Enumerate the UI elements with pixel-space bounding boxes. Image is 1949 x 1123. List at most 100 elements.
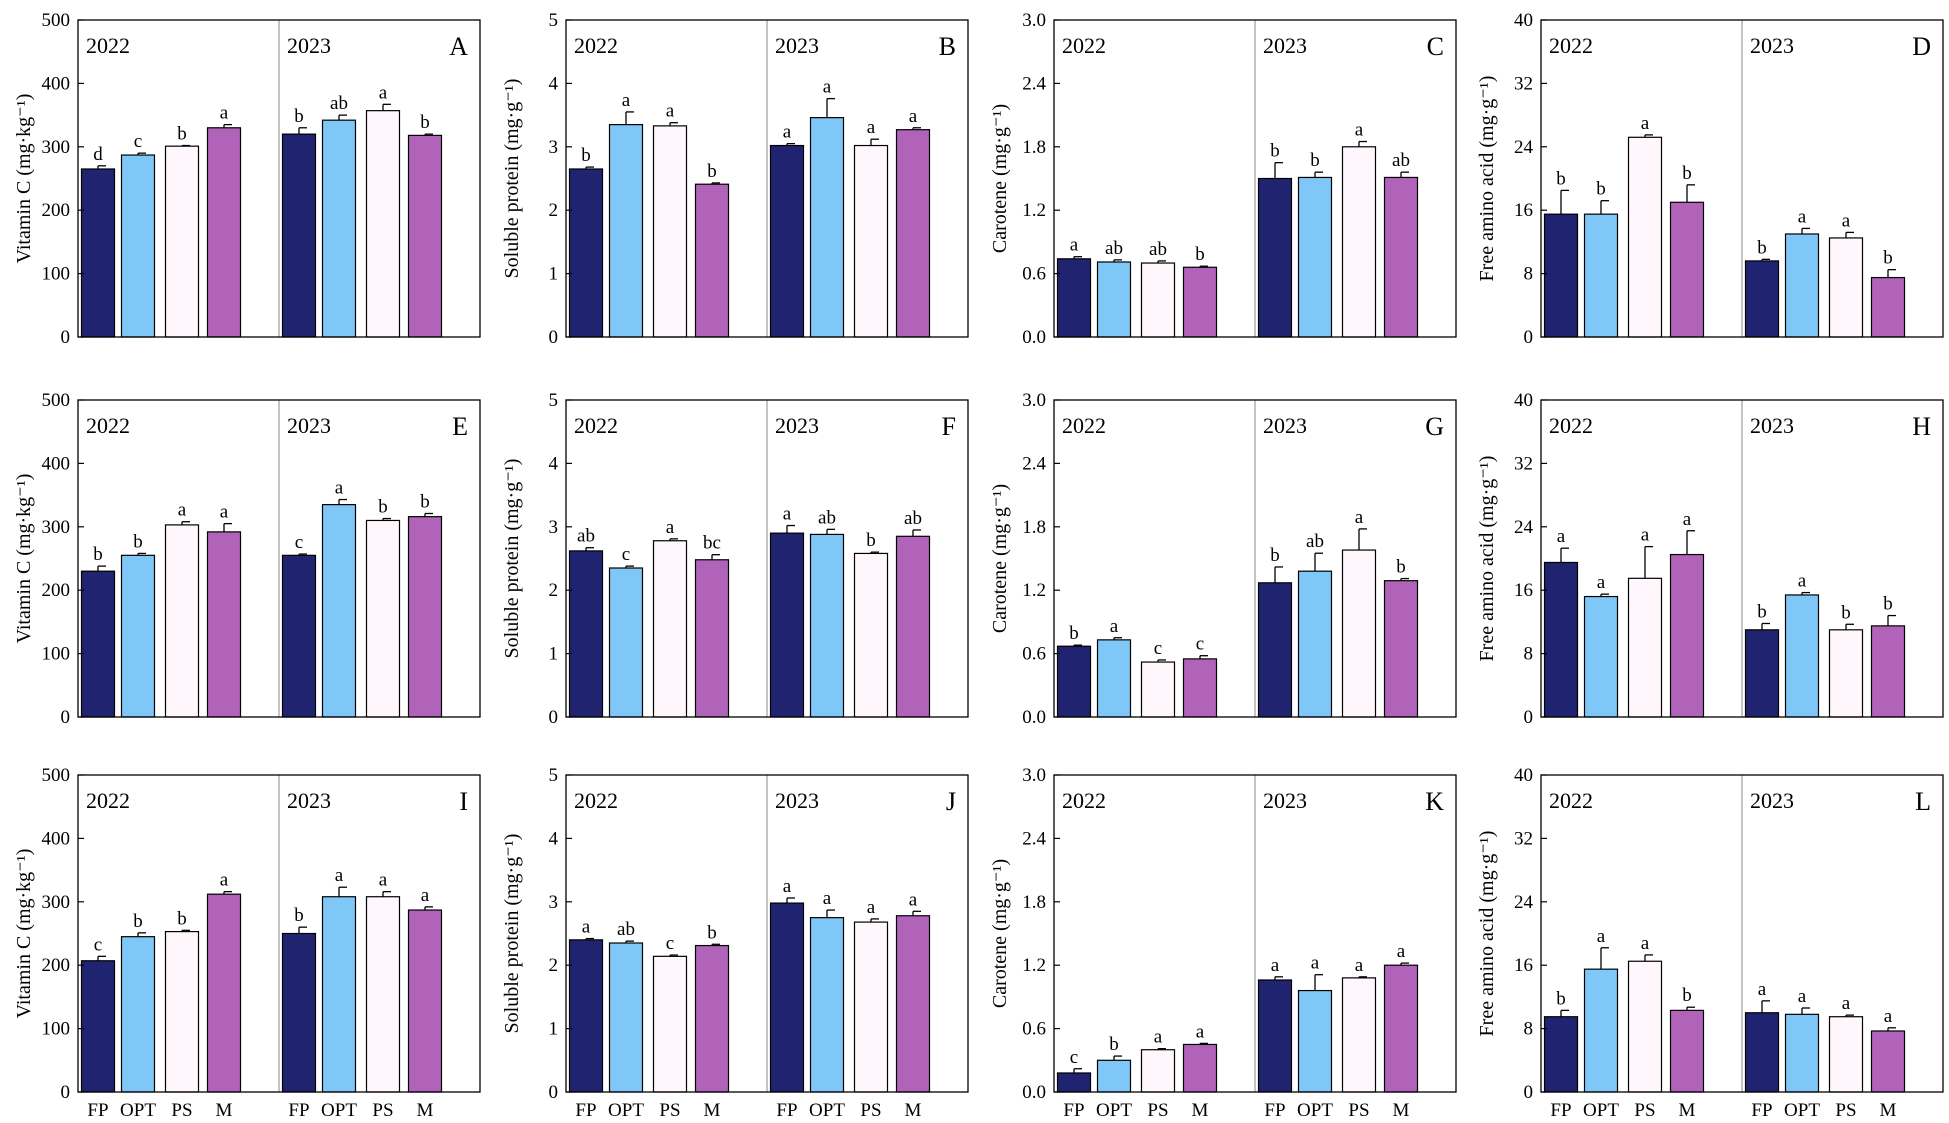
significance-letter: c	[1196, 634, 1204, 655]
plot-frame	[77, 399, 481, 718]
bar-G-2022-OPT	[1096, 639, 1132, 718]
bar-I-2022-FP	[80, 960, 116, 1093]
bar-D-2023-OPT	[1784, 233, 1820, 338]
bar-B-2022-FP	[568, 168, 604, 338]
bar-B-2023-OPT	[809, 117, 845, 338]
year-label: 2022	[1549, 788, 1593, 813]
significance-letter: a	[421, 885, 430, 906]
year-label: 2022	[86, 413, 130, 438]
y-tick-label: 2	[549, 955, 559, 976]
significance-letter: a	[909, 106, 918, 127]
y-axis-title: Soluble protein (mg·g⁻¹)	[501, 459, 523, 659]
bar-I-2022-M	[206, 893, 242, 1093]
y-tick-label: 100	[42, 644, 71, 665]
bar-I-2023-FP	[281, 932, 317, 1093]
bar-A-2022-PS	[164, 145, 200, 338]
bar-G-2022-FP	[1056, 645, 1092, 718]
plot-frame	[565, 399, 969, 718]
y-tick-label: 2.4	[1022, 828, 1046, 849]
significance-letter: ab	[330, 93, 348, 114]
significance-letter: b	[1883, 248, 1893, 269]
bar-J-2022-PS	[652, 955, 688, 1093]
y-tick-label: 1	[549, 264, 559, 285]
y-axis-title: Free amino acid (mg·g⁻¹)	[1476, 76, 1498, 282]
bar-G-2023-FP	[1257, 582, 1293, 718]
plot-frame	[1053, 19, 1457, 338]
x-category-label: M	[1679, 1100, 1696, 1121]
bar-L-2022-OPT	[1583, 968, 1619, 1093]
y-axis-title: Soluble protein (mg·g⁻¹)	[501, 79, 523, 279]
y-axis-title: Vitamin C (mg·kg⁻¹)	[13, 849, 35, 1019]
y-tick-label: 0.6	[1022, 1019, 1046, 1040]
bar-C-2023-OPT	[1297, 176, 1333, 338]
significance-letter: b	[1883, 594, 1893, 615]
significance-letter: c	[94, 934, 102, 955]
year-label: 2023	[1263, 413, 1307, 438]
x-category-label: M	[905, 1100, 922, 1121]
bar-H-2022-FP	[1543, 561, 1579, 718]
y-tick-label: 1.8	[1022, 137, 1046, 158]
significance-letter: a	[1271, 955, 1280, 976]
panel-letter: C	[1427, 32, 1444, 61]
bar-K-2023-PS	[1341, 977, 1377, 1093]
significance-letter: b	[420, 491, 430, 512]
significance-letter: a	[1355, 507, 1364, 528]
bar-D-2022-OPT	[1583, 213, 1619, 338]
y-tick-label: 5	[549, 765, 559, 786]
significance-letter: a	[783, 122, 792, 143]
y-tick-label: 5	[549, 390, 559, 411]
panel-letter: F	[942, 412, 956, 441]
y-tick-label: 0	[1524, 1082, 1534, 1103]
panel-L: b a a b 2022 a a a a 2023 L 0 8 16 24 32 40 Free amino ac…	[1476, 765, 1944, 1121]
significance-letter: a	[1311, 953, 1320, 974]
bar-H-2023-FP	[1744, 629, 1780, 718]
y-tick-label: 0	[1524, 327, 1534, 348]
y-tick-label: 1.2	[1022, 955, 1046, 976]
significance-letter: b	[1596, 179, 1606, 200]
bar-E-2022-OPT	[120, 554, 156, 718]
bar-K-2022-FP	[1056, 1072, 1092, 1093]
bar-C-2022-FP	[1056, 258, 1092, 338]
significance-letter: c	[295, 532, 303, 553]
significance-letter: c	[666, 933, 674, 954]
bar-L-2023-FP	[1744, 1012, 1780, 1093]
x-category-label: M	[1192, 1100, 1209, 1121]
y-tick-label: 24	[1514, 137, 1534, 158]
y-tick-label: 3	[549, 517, 559, 538]
bar-A-2023-FP	[281, 133, 317, 338]
y-tick-label: 2	[549, 200, 559, 221]
bar-C-2022-OPT	[1096, 261, 1132, 338]
bar-B-2022-M	[694, 183, 730, 338]
bar-J-2022-M	[694, 944, 730, 1093]
bar-E-2023-PS	[365, 519, 401, 718]
bar-E-2022-FP	[80, 570, 116, 718]
year-label: 2022	[1062, 788, 1106, 813]
y-tick-label: 16	[1514, 200, 1533, 221]
significance-letter: b	[1841, 602, 1851, 623]
bar-F-2023-OPT	[809, 533, 845, 718]
x-category-label: FP	[1063, 1100, 1084, 1121]
significance-letter: a	[1597, 926, 1606, 947]
bar-F-2022-OPT	[608, 567, 644, 718]
significance-letter: ab	[1306, 531, 1324, 552]
bar-D-2022-FP	[1543, 213, 1579, 338]
y-tick-label: 8	[1524, 644, 1534, 665]
bar-K-2022-M	[1182, 1043, 1218, 1093]
bar-K-2022-PS	[1140, 1049, 1176, 1093]
x-category-label: FP	[1751, 1100, 1772, 1121]
significance-letter: b	[707, 161, 717, 182]
x-category-label: OPT	[321, 1100, 357, 1121]
significance-letter: a	[1641, 525, 1650, 546]
year-label: 2022	[1062, 413, 1106, 438]
significance-letter: b	[294, 106, 304, 127]
bar-J-2023-OPT	[809, 917, 845, 1093]
y-tick-label: 4	[549, 73, 559, 94]
bar-H-2022-M	[1669, 553, 1705, 718]
significance-letter: a	[1196, 1021, 1205, 1042]
y-axis-title: Free amino acid (mg·g⁻¹)	[1476, 456, 1498, 662]
significance-letter: b	[1270, 545, 1280, 566]
y-axis-title: Carotene (mg·g⁻¹)	[989, 859, 1011, 1008]
panel-D: b b a b 2022 b a a b 2023 D 0 8 16 24 32 40 Free amino ac…	[1476, 10, 1944, 348]
